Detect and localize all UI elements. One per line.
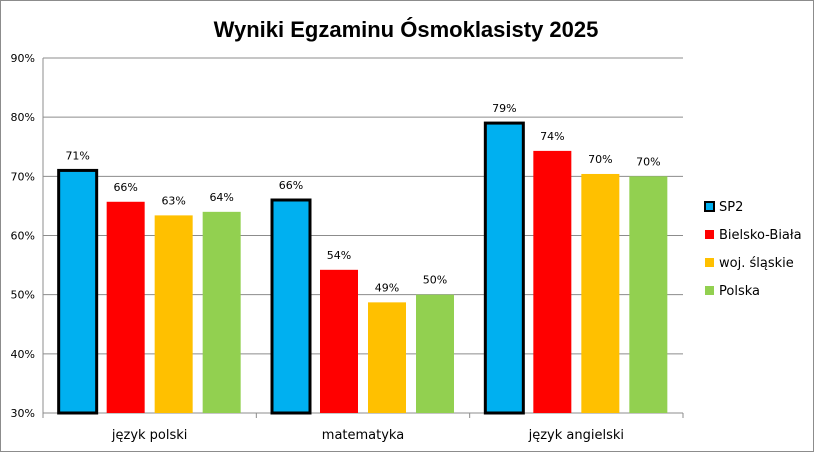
y-tick-label: 30% bbox=[11, 407, 35, 420]
y-tick-label: 90% bbox=[11, 52, 35, 65]
legend-item: woj. śląskie bbox=[705, 256, 794, 271]
data-label: 79% bbox=[492, 102, 516, 115]
bar bbox=[57, 168, 99, 415]
bar bbox=[320, 269, 358, 413]
data-label: 54% bbox=[327, 249, 351, 262]
data-label: 74% bbox=[540, 130, 564, 143]
bar bbox=[629, 176, 668, 413]
bar bbox=[368, 302, 406, 413]
legend-item: Bielsko-Biała bbox=[705, 228, 802, 243]
legend-item: SP2 bbox=[704, 200, 743, 215]
x-tick-label: język polski bbox=[111, 428, 188, 443]
data-label: 70% bbox=[588, 153, 612, 166]
data-label: 71% bbox=[65, 149, 89, 162]
legend-swatch bbox=[705, 286, 714, 295]
legend-item: Polska bbox=[705, 284, 760, 299]
y-tick-label: 70% bbox=[11, 170, 35, 183]
bar bbox=[270, 198, 312, 415]
y-axis: 30% 40% 50% 60% 70% 80% 90% bbox=[11, 52, 35, 420]
x-tick-label: język angielski bbox=[528, 428, 624, 443]
data-label: 63% bbox=[161, 194, 185, 207]
data-label: 66% bbox=[279, 179, 303, 192]
legend-label: Polska bbox=[719, 284, 760, 299]
data-label: 70% bbox=[636, 155, 660, 168]
y-tick-label: 50% bbox=[11, 289, 35, 302]
legend-label: Bielsko-Biała bbox=[719, 228, 802, 243]
bar bbox=[483, 121, 525, 415]
x-tick-label: matematyka bbox=[322, 428, 404, 443]
legend: SP2 Bielsko-Biała woj. śląskie Polska bbox=[704, 200, 802, 299]
y-tick-label: 40% bbox=[11, 348, 35, 361]
bars bbox=[57, 121, 668, 415]
bar bbox=[533, 150, 572, 413]
y-tick-label: 80% bbox=[11, 111, 35, 124]
legend-swatch bbox=[705, 258, 714, 267]
bar bbox=[581, 173, 620, 413]
legend-swatch bbox=[705, 230, 714, 239]
legend-label: woj. śląskie bbox=[719, 256, 794, 271]
data-label: 64% bbox=[209, 191, 233, 204]
data-label: 49% bbox=[375, 281, 399, 294]
bar bbox=[154, 215, 193, 413]
data-label: 50% bbox=[423, 274, 447, 287]
bar bbox=[106, 201, 145, 413]
data-label: 66% bbox=[113, 181, 137, 194]
chart-title: Wyniki Egzaminu Ósmoklasisty 2025 bbox=[214, 17, 599, 42]
legend-label: SP2 bbox=[719, 200, 743, 215]
gridlines bbox=[42, 57, 684, 418]
x-axis: język polski matematyka język angielski bbox=[111, 428, 624, 443]
legend-swatch bbox=[704, 201, 715, 212]
bar bbox=[416, 294, 454, 413]
bar bbox=[202, 211, 241, 413]
data-labels: 71% 66% 63% 64% 66% 54% 49% 50% 79% 74% 70% 70% bbox=[65, 102, 660, 294]
y-tick-label: 60% bbox=[11, 230, 35, 243]
